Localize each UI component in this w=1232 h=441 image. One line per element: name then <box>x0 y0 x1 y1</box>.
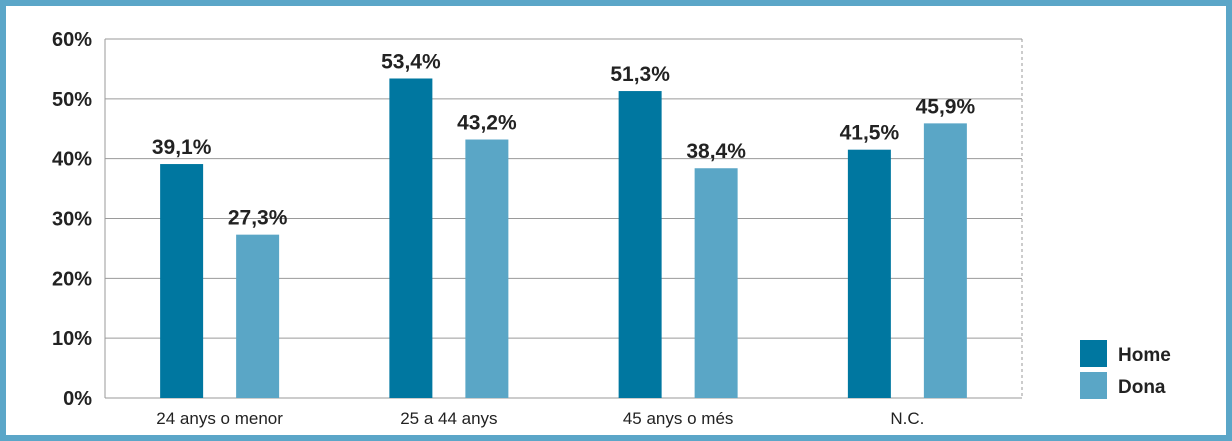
data-label: 43,2% <box>457 112 517 135</box>
data-label: 39,1% <box>152 136 212 159</box>
x-category-label: 45 anys o més <box>623 409 734 428</box>
legend-swatch-dona <box>1080 372 1107 399</box>
bar-home <box>160 164 204 398</box>
legend-label-home: Home <box>1118 345 1171 366</box>
bar-home <box>847 149 891 398</box>
x-category-label: N.C. <box>890 409 924 428</box>
data-label: 53,4% <box>381 50 441 73</box>
y-tick-label: 0% <box>63 388 92 410</box>
y-tick-label: 10% <box>52 328 92 350</box>
x-axis: 24 anys o menor 25 a 44 anys 45 anys o més… <box>156 409 924 428</box>
bar-home <box>389 78 433 399</box>
legend-swatch-home <box>1080 340 1107 367</box>
bar-dona <box>465 139 509 398</box>
legend: Home Dona <box>1080 340 1171 399</box>
y-tick-label: 20% <box>52 268 92 290</box>
bar-dona <box>694 168 738 398</box>
x-category-label: 25 a 44 anys <box>400 409 497 428</box>
y-tick-label: 30% <box>52 209 92 231</box>
data-label: 45,9% <box>916 95 976 118</box>
bar-dona <box>236 234 280 398</box>
x-category-label: 24 anys o menor <box>156 409 283 428</box>
data-label: 27,3% <box>228 207 288 230</box>
data-label: 38,4% <box>686 140 746 163</box>
y-tick-label: 60% <box>52 29 92 51</box>
data-label: 51,3% <box>610 63 670 86</box>
bars <box>160 78 967 399</box>
bar-dona <box>923 123 967 399</box>
y-axis: 0% 10% 20% 30% 40% 50% 60% <box>52 29 1023 410</box>
bar-home <box>618 91 662 399</box>
legend-label-dona: Dona <box>1118 377 1166 398</box>
data-label: 41,5% <box>840 122 900 145</box>
data-labels: 39,1% 27,3% 53,4% 43,2% 51,3% 38,4% 41,5% 45,9% <box>152 50 976 229</box>
y-tick-label: 50% <box>52 89 92 111</box>
y-tick-label: 40% <box>52 149 92 171</box>
